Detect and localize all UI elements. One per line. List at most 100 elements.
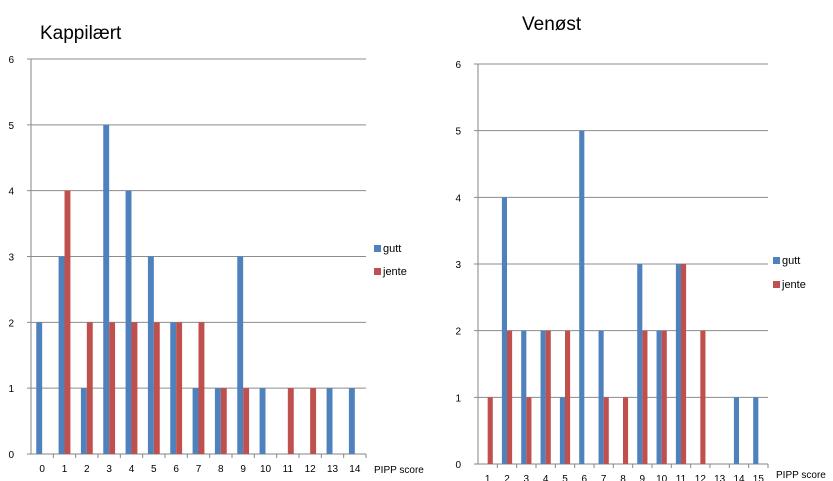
x-tick-label: 13 [327, 464, 339, 475]
y-tick-label: 0 [8, 450, 14, 461]
bar-gutt [637, 264, 643, 464]
y-tick-label: 3 [8, 253, 14, 264]
chart-1-title: Kappilært [40, 23, 122, 44]
chart-1-bars [36, 124, 355, 454]
bar-gutt [237, 256, 244, 454]
bar-gutt [559, 397, 565, 464]
bar-jente [243, 388, 250, 454]
bar-gutt [501, 197, 507, 465]
chart-2-gridlines [474, 63, 769, 468]
chart-1-legend-swatch-gutt [374, 245, 381, 252]
bar-gutt [214, 388, 221, 454]
bar-jente [310, 388, 317, 454]
y-tick-label: 2 [455, 327, 461, 338]
bar-jente [109, 322, 116, 454]
chart-1-x-tick-labels: 0 1 2 3 4 5 6 7 8 9 10 11 12 13 14 [39, 464, 360, 475]
x-tick-label: 2 [84, 464, 90, 475]
bar-jente [623, 397, 629, 464]
chart-2-legend-label-gutt: gutt [782, 255, 800, 267]
bar-jente [86, 322, 93, 454]
bar-gutt [259, 388, 266, 454]
chart-1-x-axis-label: PIPP score [374, 465, 424, 476]
x-tick-label: 13 [714, 474, 726, 481]
x-tick-label: 2 [504, 474, 510, 481]
y-tick-label: 1 [8, 384, 14, 395]
bar-gutt [58, 256, 65, 454]
bar-jente [700, 330, 706, 464]
y-tick-label: 5 [8, 121, 14, 132]
y-tick-label: 2 [8, 318, 14, 329]
bar-gutt [598, 330, 604, 464]
chart-1-legend-label-gutt: gutt [383, 243, 401, 255]
chart-2-legend-swatch-gutt [773, 257, 780, 264]
chart-2-legend-swatch-jente [773, 281, 780, 288]
bar-gutt [733, 397, 739, 464]
x-tick-label: 12 [305, 464, 317, 475]
bar-gutt [521, 330, 527, 464]
x-tick-label: 10 [656, 474, 668, 481]
bar-jente [287, 388, 294, 454]
x-tick-label: 3 [106, 464, 112, 475]
y-tick-label: 3 [455, 260, 461, 271]
chart-2-legend: gutt jente [773, 255, 806, 291]
bar-gutt [192, 388, 199, 454]
bar-gutt [579, 130, 585, 464]
chart-1-legend-swatch-jente [374, 268, 381, 275]
bar-gutt [326, 388, 333, 454]
x-tick-label: 11 [283, 464, 294, 475]
y-tick-label: 1 [455, 393, 461, 404]
bar-jente [661, 330, 667, 464]
x-tick-label: 1 [62, 464, 68, 475]
bar-gutt [147, 256, 154, 454]
x-tick-label: 9 [640, 474, 646, 481]
x-tick-label: 12 [695, 474, 707, 481]
chart-2-y-tick-labels: 0 1 2 3 4 5 6 [455, 60, 461, 471]
bar-jente [507, 330, 513, 464]
x-tick-label: 4 [129, 464, 135, 475]
x-tick-label: 14 [349, 464, 361, 475]
bar-jente [642, 330, 648, 464]
chart-2-bars [487, 130, 759, 465]
y-tick-label: 0 [455, 460, 461, 471]
bar-jente [565, 330, 571, 464]
x-tick-label: 10 [260, 464, 272, 475]
x-tick-label: 8 [218, 464, 224, 475]
bar-jente [176, 322, 183, 454]
bar-jente [603, 397, 609, 464]
y-tick-label: 6 [455, 60, 461, 71]
x-tick-label: 3 [524, 474, 530, 481]
chart-1-legend-label-jente: jente [382, 266, 407, 278]
chart-2-x-tick-labels: 1 2 3 4 5 6 7 8 9 10 11 12 13 14 15 [485, 474, 764, 481]
bar-gutt [753, 397, 759, 464]
bar-gutt [675, 264, 681, 464]
x-tick-label: 9 [240, 464, 246, 475]
x-tick-label: 6 [173, 464, 179, 475]
bar-jente [64, 190, 71, 454]
bar-gutt [80, 388, 87, 454]
chart-2-x-axis-label: PIPP score [776, 470, 826, 481]
bar-jente [153, 322, 160, 454]
x-tick-label: 5 [151, 464, 157, 475]
bar-jente [198, 322, 205, 454]
chart-2-legend-label-jente: jente [781, 279, 806, 291]
bar-gutt [540, 330, 546, 464]
x-tick-label: 5 [562, 474, 568, 481]
chart-1-legend: gutt jente [374, 243, 407, 278]
bar-jente [131, 322, 138, 454]
y-tick-label: 4 [455, 193, 461, 204]
x-tick-label: 1 [485, 474, 491, 481]
bar-jente [681, 264, 687, 464]
bar-jente [487, 397, 493, 464]
x-tick-label: 7 [196, 464, 202, 475]
chart-1-y-tick-labels: 0 1 2 3 4 5 6 [8, 55, 14, 461]
y-tick-label: 5 [455, 127, 461, 138]
bar-gutt [348, 388, 355, 454]
x-tick-label: 15 [753, 474, 765, 481]
bar-jente [526, 397, 532, 464]
bar-jente [545, 330, 551, 464]
bar-gutt [36, 322, 43, 454]
x-tick-label: 6 [582, 474, 588, 481]
